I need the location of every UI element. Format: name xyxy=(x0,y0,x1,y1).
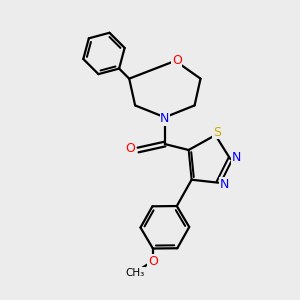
Text: N: N xyxy=(232,151,241,164)
Text: O: O xyxy=(148,255,158,268)
Text: N: N xyxy=(220,178,229,191)
Text: S: S xyxy=(213,126,221,139)
Text: CH₃: CH₃ xyxy=(125,268,145,278)
Text: O: O xyxy=(172,54,182,67)
Text: O: O xyxy=(126,142,136,155)
Text: N: N xyxy=(160,112,170,125)
